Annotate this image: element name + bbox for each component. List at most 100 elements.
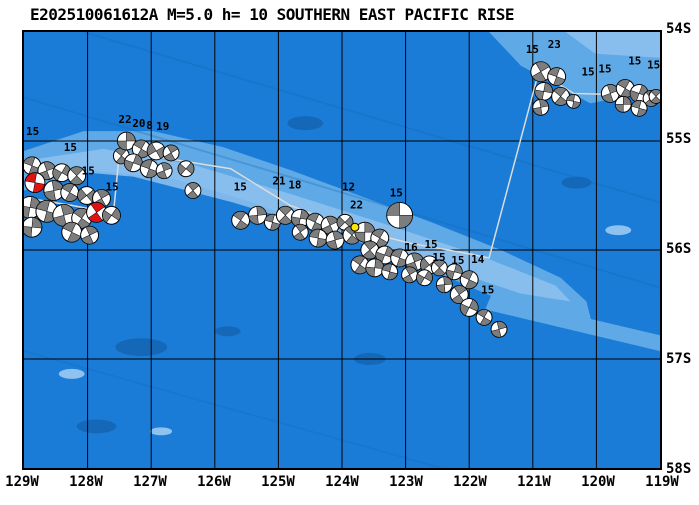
- focal-mechanism: [102, 205, 121, 225]
- event-marker-yellow: [350, 222, 360, 232]
- focal-mechanism: [360, 240, 380, 260]
- focal-mechanism: [648, 88, 660, 104]
- focal-mechanism: [177, 160, 195, 178]
- focal-mechanism: [248, 205, 267, 225]
- focal-mechanism: [354, 221, 376, 243]
- event-count-label: 14: [471, 253, 485, 266]
- event-count-label: 15: [82, 165, 95, 178]
- lat-tick-label: 56S: [666, 241, 692, 257]
- focal-mechanism: [24, 216, 43, 238]
- focal-mechanism: [162, 144, 180, 162]
- event-count-label: 12: [342, 181, 355, 194]
- event-count-label: 15: [26, 125, 39, 138]
- event-count-label: 21: [272, 175, 286, 188]
- focal-mechanism: [551, 86, 571, 106]
- event-count-label: 15: [647, 59, 660, 72]
- lon-tick-label: 129W: [5, 474, 39, 490]
- focal-mechanism: [449, 285, 469, 305]
- event-count-label: 15: [598, 63, 611, 76]
- event-count-label: 22: [350, 198, 363, 211]
- focal-mechanism: [566, 93, 581, 109]
- event-count-label: 15: [628, 55, 641, 68]
- lon-tick-label: 123W: [389, 474, 423, 490]
- focal-mechanism: [534, 82, 554, 101]
- focal-mechanism: [80, 225, 100, 245]
- focal-mechanism: [386, 201, 414, 229]
- event-count-label: 8: [146, 119, 153, 132]
- focal-mechanism: [459, 298, 479, 317]
- seafloor-deep-patch: [561, 176, 592, 189]
- seafloor-light-patch: [605, 225, 632, 236]
- map-frame: 15 15 15 15 22 20 8 19 15 21 18 12 22 15 16 15 15 15 14 15 1…: [22, 30, 662, 470]
- event-count-label: 19: [156, 120, 169, 133]
- fracture-zone-line: [24, 350, 442, 468]
- event-count-label: 15: [64, 141, 77, 154]
- focal-mechanism: [184, 182, 202, 199]
- fracture-zone-line: [83, 32, 660, 204]
- event-count-label: 20: [132, 117, 145, 130]
- focal-mechanism: [350, 255, 370, 275]
- seafloor-deep-patch: [115, 338, 168, 357]
- event-count-label: 15: [424, 238, 437, 251]
- event-count-label: 15: [432, 251, 445, 264]
- focal-mechanism: [401, 266, 419, 284]
- map-title: E202510061612A M=5.0 h= 10 SOUTHERN EAST…: [30, 5, 515, 24]
- lat-tick-label: 57S: [666, 351, 692, 367]
- focal-mechanism: [37, 161, 57, 181]
- event-count-label: 15: [481, 284, 494, 297]
- lon-tick-label: 120W: [581, 474, 615, 490]
- focal-mechanism: [430, 259, 448, 277]
- focal-mechanism-red: [24, 172, 46, 194]
- lat-tick-label: 55S: [666, 131, 692, 147]
- lat-tick-label: 54S: [666, 21, 692, 37]
- event-count-label: 15: [390, 187, 403, 200]
- event-count-label: 15: [581, 66, 594, 79]
- focal-mechanism: [60, 183, 80, 202]
- focal-mechanism: [614, 95, 632, 113]
- lon-tick-label: 127W: [133, 474, 167, 490]
- bathymetry-southeast-streak: [485, 295, 660, 352]
- focal-mechanism: [547, 67, 567, 87]
- focal-mechanism: [381, 263, 399, 281]
- seafloor-deep-patch: [76, 419, 117, 434]
- focal-mechanism-red: [86, 201, 107, 223]
- focal-mechanism: [459, 270, 479, 290]
- focal-mechanism: [116, 131, 136, 151]
- lon-tick-label: 122W: [453, 474, 487, 490]
- focal-mechanisms: [24, 61, 660, 338]
- event-count-label: 15: [451, 254, 464, 267]
- focal-mechanism: [77, 186, 97, 205]
- bathymetry-northeast-core: [565, 32, 660, 58]
- seafloor-light-patch: [150, 427, 173, 436]
- focal-mechanism: [416, 269, 433, 287]
- focal-mechanism: [630, 99, 648, 117]
- event-count-label: 23: [548, 38, 561, 51]
- focal-mechanism: [231, 210, 251, 230]
- focal-mechanism: [155, 162, 173, 180]
- focal-mechanism: [52, 203, 76, 227]
- focal-mechanism: [530, 61, 552, 83]
- lon-tick-label: 126W: [197, 474, 231, 490]
- lon-tick-label: 119W: [645, 474, 679, 490]
- focal-mechanism: [490, 320, 508, 338]
- seafloor-deep-patch: [214, 326, 241, 337]
- lon-tick-label: 124W: [325, 474, 359, 490]
- focal-mechanism: [532, 98, 550, 116]
- focal-mechanism: [67, 166, 87, 186]
- lon-tick-label: 128W: [69, 474, 103, 490]
- lon-tick-label: 121W: [517, 474, 551, 490]
- focal-mechanism: [305, 212, 325, 232]
- focal-mechanism: [24, 156, 42, 176]
- focal-mechanism: [325, 230, 345, 250]
- focal-mechanism: [43, 180, 65, 201]
- focal-mechanism: [52, 163, 72, 183]
- focal-mechanism: [263, 213, 281, 231]
- event-count-label: 18: [288, 179, 301, 192]
- focal-mechanism: [475, 308, 493, 326]
- lon-tick-label: 125W: [261, 474, 295, 490]
- event-count-label: 15: [105, 181, 118, 194]
- event-count-label: 16: [405, 241, 418, 254]
- seafloor-light-patch: [58, 368, 85, 379]
